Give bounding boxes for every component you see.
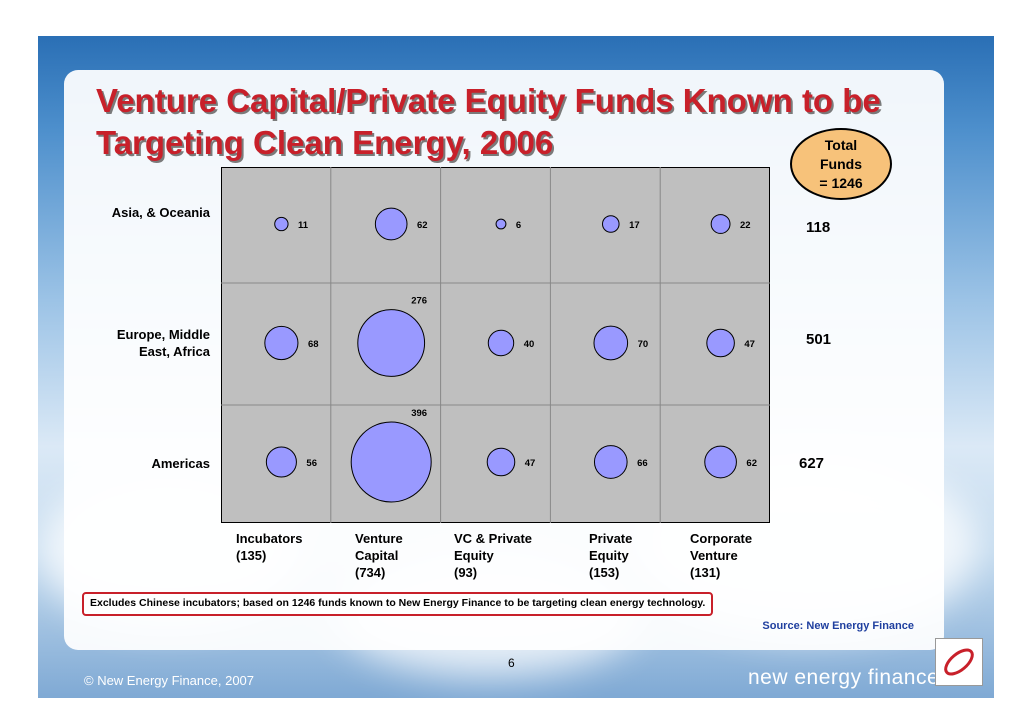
copyright-text: © New Energy Finance, 2007	[84, 673, 255, 688]
bubble-value-label: 396	[411, 408, 427, 419]
column-label-incubators: Incubators (135)	[236, 530, 302, 564]
badge-line-2: Funds	[820, 155, 862, 172]
row-total-asia: 118	[806, 219, 831, 236]
column-name: Venture	[355, 531, 403, 546]
column-name: Private	[589, 531, 633, 546]
row-label-text: Americas	[151, 456, 210, 471]
logo-swoosh-icon	[944, 648, 974, 676]
bubble-value-label: 47	[525, 458, 536, 469]
bubble-value-label: 47	[744, 339, 755, 350]
row-total-emea: 501	[806, 331, 832, 348]
badge-line-3: = 1246	[819, 174, 863, 191]
bubble	[350, 421, 432, 503]
bubble	[486, 447, 516, 477]
column-label-corporate-venture: Corporate Venture (131)	[690, 530, 752, 581]
bubble	[374, 207, 408, 241]
column-name: Equity	[454, 548, 494, 563]
bubble-value-label: 62	[746, 458, 757, 469]
bubble-value-label: 22	[740, 220, 751, 231]
column-name: Capital	[355, 548, 399, 563]
column-name: Corporate	[690, 531, 753, 546]
bubble-value-label: 70	[638, 339, 649, 350]
bubble	[593, 445, 628, 479]
column-total: (131)	[690, 565, 721, 580]
bubble-value-label: 66	[637, 458, 648, 469]
bubble	[602, 215, 620, 233]
source-label: Source: New Energy Finance	[762, 620, 914, 632]
bubble-value-label: 276	[411, 296, 427, 307]
row-label-americas: Americas	[70, 455, 210, 472]
column-name: Incubators	[236, 531, 303, 546]
total-funds-badge: Total Funds = 1246	[790, 128, 892, 200]
row-label-asia: Asia, & Oceania	[70, 204, 210, 221]
column-label-vc-private-equity: VC & Private Equity (93)	[454, 530, 532, 581]
bubble	[487, 329, 515, 357]
title-line-1: Venture Capital/Private Equity Funds Kno…	[96, 82, 881, 119]
row-label-text: Asia, & Oceania	[111, 205, 210, 220]
footnote: Excludes Chinese incubators; based on 12…	[82, 592, 714, 616]
column-total: (93)	[454, 565, 478, 580]
column-name: Venture	[690, 548, 738, 563]
brand-wordmark: new energy finance	[748, 666, 940, 689]
column-total: (153)	[589, 565, 620, 580]
bubble	[706, 328, 735, 358]
title-line-2: Targeting Clean Energy, 2006	[96, 124, 554, 161]
bubble	[704, 445, 737, 479]
column-label-venture-capital: Venture Capital (734)	[355, 530, 403, 581]
bubble-value-label: 62	[417, 220, 428, 231]
bubble	[710, 214, 731, 234]
bubble	[265, 446, 297, 478]
bubble-value-label: 68	[308, 339, 319, 350]
column-total: (135)	[236, 548, 267, 563]
slide-title: Venture Capital/Private Equity Funds Kno…	[96, 80, 926, 164]
column-total: (734)	[355, 565, 386, 580]
bubble	[264, 325, 299, 361]
bubble-value-label: 6	[516, 220, 521, 231]
badge-line-1: Total	[824, 136, 858, 153]
column-label-private-equity: Private Equity (153)	[589, 530, 632, 581]
column-name: VC & Private	[454, 531, 533, 546]
bubble-value-label: 11	[298, 220, 309, 231]
bubble-value-label: 40	[524, 339, 535, 350]
bubble	[274, 216, 289, 232]
page-number: 6	[508, 656, 515, 670]
bubble-value-label: 56	[306, 458, 317, 469]
row-label-emea: Europe, Middle East, Africa	[70, 326, 210, 360]
row-label-text: East, Africa	[138, 344, 210, 359]
column-name: Equity	[589, 548, 629, 563]
bubble-value-label: 17	[629, 220, 640, 231]
bubble	[593, 325, 629, 361]
bubble	[495, 218, 507, 230]
row-total-americas: 627	[799, 455, 825, 472]
bubble	[357, 309, 426, 377]
company-logo	[935, 638, 983, 686]
row-label-text: Europe, Middle	[116, 327, 210, 342]
